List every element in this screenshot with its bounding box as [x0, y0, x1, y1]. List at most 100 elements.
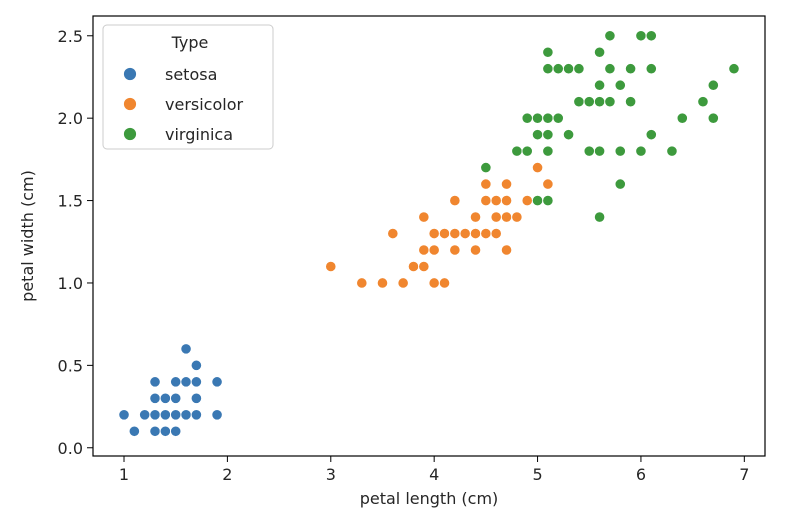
y-tick-label: 1.0 [58, 274, 83, 293]
point-virginica-42 [604, 30, 616, 42]
point-virginica-1 [531, 194, 544, 207]
point-virginica-21 [676, 112, 688, 124]
y-tick-label: 0.5 [58, 356, 83, 375]
point-virginica-14 [542, 129, 554, 141]
point-setosa-13 [159, 392, 171, 404]
point-versicolor-10 [449, 244, 461, 256]
x-tick-label: 2 [222, 465, 232, 484]
point-setosa-5 [170, 409, 182, 421]
point-virginica-0 [480, 162, 492, 174]
point-versicolor-6 [407, 260, 420, 273]
point-virginica-13 [531, 129, 544, 141]
point-versicolor-35 [531, 162, 544, 174]
point-setosa-20 [211, 376, 223, 388]
point-virginica-36 [604, 63, 616, 75]
point-virginica-17 [521, 112, 533, 124]
point-setosa-0 [118, 409, 130, 421]
point-virginica-35 [573, 63, 585, 75]
point-versicolor-32 [500, 178, 513, 190]
point-setosa-11 [170, 425, 182, 437]
point-setosa-17 [170, 376, 182, 388]
point-setosa-2 [139, 409, 151, 421]
point-virginica-12 [666, 145, 678, 157]
point-setosa-9 [149, 425, 161, 437]
legend-label-virginica: virginica [165, 125, 233, 144]
point-versicolor-2 [376, 277, 389, 289]
point-versicolor-14 [428, 227, 440, 240]
point-virginica-29 [593, 79, 606, 91]
point-virginica-11 [635, 145, 647, 157]
point-setosa-15 [190, 392, 202, 404]
point-virginica-33 [552, 63, 564, 75]
point-virginica-26 [604, 96, 616, 108]
point-versicolor-23 [490, 211, 502, 223]
point-setosa-8 [211, 409, 223, 421]
y-tick-label: 1.5 [58, 192, 83, 211]
point-versicolor-29 [500, 194, 513, 207]
x-tick-label: 3 [326, 465, 336, 484]
point-versicolor-26 [449, 194, 461, 207]
point-virginica-25 [593, 96, 606, 108]
point-virginica-24 [583, 96, 595, 108]
point-virginica-39 [728, 63, 740, 75]
x-axis-label: petal length (cm) [360, 489, 499, 508]
point-versicolor-9 [428, 244, 440, 256]
point-virginica-31 [707, 79, 719, 91]
x-tick-label: 7 [739, 465, 749, 484]
point-setosa-16 [149, 376, 161, 388]
x-tick-label: 6 [636, 465, 646, 484]
point-versicolor-0 [325, 260, 337, 273]
point-virginica-40 [542, 46, 554, 58]
point-versicolor-25 [511, 211, 523, 223]
point-virginica-18 [531, 112, 544, 124]
point-versicolor-22 [469, 211, 482, 223]
point-versicolor-30 [521, 194, 533, 207]
point-setosa-19 [190, 376, 202, 388]
point-virginica-16 [645, 129, 657, 141]
point-versicolor-4 [428, 277, 440, 289]
y-tick-label: 2.5 [58, 27, 83, 46]
point-virginica-6 [521, 145, 533, 157]
point-virginica-15 [562, 129, 575, 141]
point-versicolor-28 [490, 194, 502, 207]
y-axis: 0.0 0.5 1.0 1.5 2.0 2.5 [58, 27, 93, 458]
point-virginica-20 [552, 112, 564, 124]
point-virginica-37 [624, 63, 637, 75]
point-virginica-8 [583, 145, 595, 157]
points-layer [118, 30, 740, 437]
point-versicolor-19 [480, 227, 492, 240]
point-virginica-19 [542, 112, 554, 124]
y-axis-label: petal width (cm) [18, 170, 37, 302]
point-virginica-5 [511, 145, 523, 157]
point-versicolor-13 [387, 227, 399, 240]
point-versicolor-21 [418, 211, 430, 223]
point-setosa-3 [149, 409, 161, 421]
point-setosa-4 [159, 409, 171, 421]
point-setosa-21 [190, 359, 202, 371]
point-versicolor-15 [438, 227, 451, 240]
point-virginica-10 [614, 145, 626, 157]
point-versicolor-20 [490, 227, 502, 240]
legend-entries: setosa versicolor virginica [123, 65, 243, 144]
legend-marker-versicolor [123, 97, 137, 111]
point-virginica-44 [645, 30, 657, 42]
point-virginica-23 [573, 96, 585, 108]
point-versicolor-12 [500, 244, 513, 256]
x-tick-label: 1 [119, 465, 129, 484]
point-virginica-27 [624, 96, 637, 108]
legend-label-setosa: setosa [165, 65, 217, 84]
point-virginica-38 [645, 63, 657, 75]
point-virginica-28 [697, 96, 709, 108]
y-tick-label: 2.0 [58, 109, 83, 128]
point-virginica-34 [562, 63, 575, 75]
point-versicolor-17 [459, 227, 471, 240]
point-setosa-10 [159, 425, 171, 437]
point-versicolor-7 [418, 260, 430, 273]
x-axis: 1 2 3 4 5 6 7 [119, 456, 749, 484]
point-versicolor-24 [500, 211, 513, 223]
point-setosa-1 [128, 425, 140, 437]
x-tick-label: 5 [532, 465, 542, 484]
legend-box [102, 24, 274, 150]
point-virginica-3 [593, 211, 606, 223]
